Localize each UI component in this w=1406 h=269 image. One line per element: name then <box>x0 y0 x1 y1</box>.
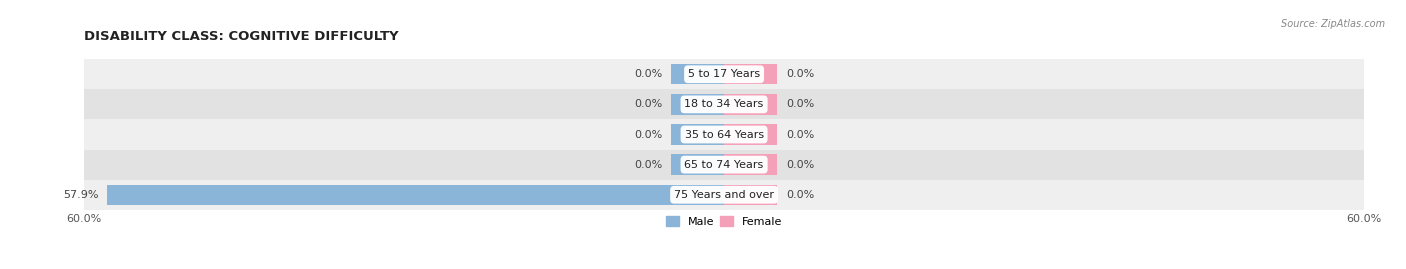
Bar <box>84 180 1364 210</box>
Text: 0.0%: 0.0% <box>634 160 662 170</box>
Text: 0.0%: 0.0% <box>634 129 662 140</box>
Text: 0.0%: 0.0% <box>634 69 662 79</box>
Text: 0.0%: 0.0% <box>786 99 814 109</box>
Bar <box>84 150 1364 180</box>
Bar <box>724 154 778 175</box>
Text: 0.0%: 0.0% <box>786 190 814 200</box>
Text: 18 to 34 Years: 18 to 34 Years <box>685 99 763 109</box>
Bar <box>671 124 724 145</box>
Text: 57.9%: 57.9% <box>63 190 98 200</box>
Bar <box>724 94 778 115</box>
Bar <box>84 119 1364 150</box>
Legend: Male, Female: Male, Female <box>661 212 787 231</box>
Bar <box>84 89 1364 119</box>
Text: 0.0%: 0.0% <box>786 160 814 170</box>
Text: 0.0%: 0.0% <box>786 129 814 140</box>
Bar <box>724 124 778 145</box>
Bar <box>724 185 778 205</box>
Text: 0.0%: 0.0% <box>634 99 662 109</box>
Text: Source: ZipAtlas.com: Source: ZipAtlas.com <box>1281 19 1385 29</box>
Bar <box>84 59 1364 89</box>
Text: 65 to 74 Years: 65 to 74 Years <box>685 160 763 170</box>
Text: 35 to 64 Years: 35 to 64 Years <box>685 129 763 140</box>
Text: 5 to 17 Years: 5 to 17 Years <box>688 69 761 79</box>
Text: DISABILITY CLASS: COGNITIVE DIFFICULTY: DISABILITY CLASS: COGNITIVE DIFFICULTY <box>84 30 399 43</box>
Bar <box>724 64 778 84</box>
Text: 75 Years and over: 75 Years and over <box>673 190 775 200</box>
Bar <box>107 185 724 205</box>
Bar <box>671 64 724 84</box>
Text: 0.0%: 0.0% <box>786 69 814 79</box>
Bar <box>671 154 724 175</box>
Bar <box>671 94 724 115</box>
